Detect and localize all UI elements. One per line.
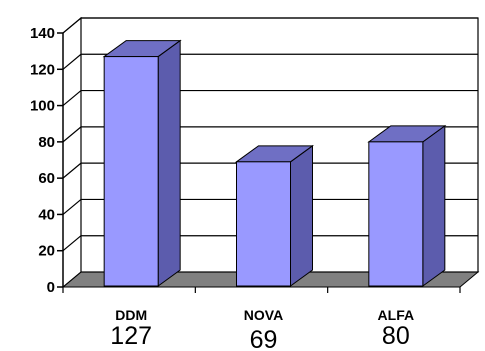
bar-alfa	[367, 124, 447, 287]
y-tick-label: 100	[30, 98, 55, 115]
bar-front	[368, 141, 424, 287]
y-tick-label: 40	[38, 206, 55, 223]
side-wall-frame	[62, 16, 82, 289]
bar-front	[236, 161, 291, 287]
value-labels: 127 69 80	[110, 322, 409, 351]
bar-side	[157, 39, 181, 287]
category-label: NOVA	[244, 307, 283, 323]
bar-nova	[234, 144, 315, 287]
value-label: 80	[382, 322, 410, 350]
y-tick-label: 0	[47, 279, 55, 296]
y-tick-labels: 0 20 40 60 80 100 120 140	[30, 25, 55, 296]
bar-front	[103, 56, 159, 287]
y-tick-label: 20	[38, 243, 55, 260]
y-tick-label: 80	[38, 134, 55, 151]
gridline	[62, 198, 478, 215]
bar-side	[422, 124, 446, 287]
gridline	[62, 89, 478, 107]
gridline	[62, 162, 478, 179]
bars	[102, 39, 447, 287]
gridlines	[62, 17, 478, 252]
category-labels: DDM NOVA ALFA	[115, 307, 414, 323]
gridline	[62, 126, 478, 143]
value-label: 69	[250, 326, 278, 351]
gridline	[62, 53, 478, 70]
bar-ddm	[102, 39, 182, 287]
category-label: ALFA	[378, 307, 415, 323]
y-tick-label: 120	[30, 61, 55, 78]
bar-side	[290, 144, 313, 287]
value-label: 127	[110, 322, 152, 350]
gridline	[62, 235, 478, 252]
y-tick-label: 60	[38, 170, 55, 187]
gridline	[62, 17, 478, 34]
y-tick-label: 140	[30, 25, 55, 42]
y-axis	[57, 32, 461, 293]
category-label: DDM	[115, 307, 147, 323]
